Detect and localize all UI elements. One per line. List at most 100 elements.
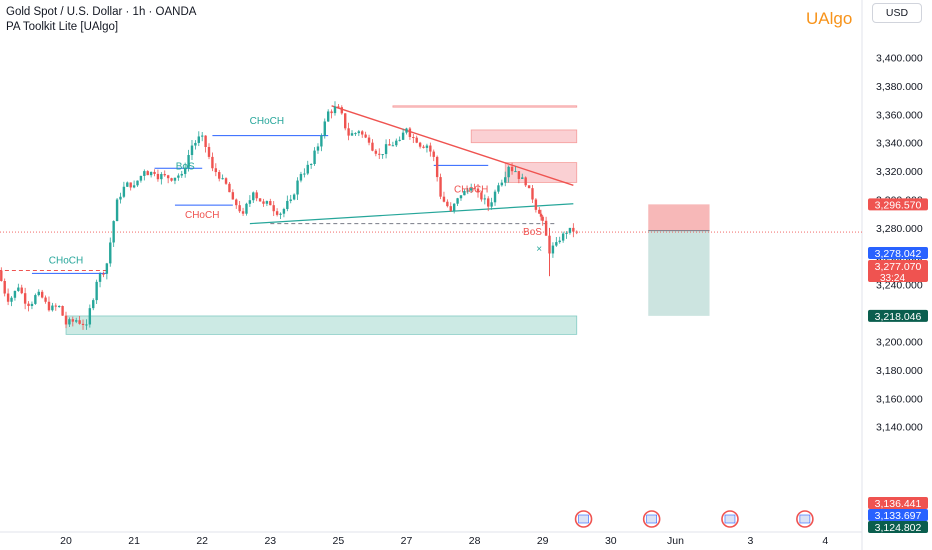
- event-flag-icon: [578, 514, 589, 524]
- candle: [480, 192, 483, 200]
- candle: [354, 133, 357, 135]
- candle: [551, 245, 555, 254]
- candle: [415, 137, 418, 143]
- price-label: 3,278.042: [875, 248, 922, 260]
- currency-button[interactable]: USD: [872, 3, 922, 23]
- candle: [347, 128, 350, 136]
- candle: [534, 199, 538, 210]
- candle: [459, 195, 463, 199]
- x-tick-label: 23: [264, 535, 276, 547]
- candle: [149, 171, 153, 176]
- price-label-bg: [868, 260, 928, 282]
- candle: [456, 198, 459, 204]
- candle: [13, 290, 17, 298]
- y-tick-label: 3,160.000: [876, 393, 923, 405]
- candle: [71, 319, 75, 322]
- candle: [163, 174, 166, 176]
- candle: [6, 293, 10, 302]
- candle: [75, 320, 78, 322]
- liquidity-marker: ×: [536, 244, 542, 255]
- candle: [340, 107, 344, 114]
- candle: [572, 227, 575, 232]
- event-flag-icon: [799, 514, 811, 524]
- candle: [555, 242, 558, 246]
- candle: [517, 171, 521, 179]
- candle: [64, 315, 68, 325]
- candle: [115, 199, 119, 222]
- candle: [3, 280, 6, 294]
- candle: [425, 145, 429, 148]
- y-tick-label: 3,140.000: [876, 422, 923, 434]
- candle: [418, 142, 422, 147]
- candle: [275, 211, 279, 215]
- structure-label: CHoCH: [454, 184, 488, 195]
- zone-supply: [392, 105, 578, 108]
- indicator-title: PA Toolkit Lite [UAlgo]: [6, 21, 119, 33]
- candle: [235, 199, 238, 206]
- candle: [442, 196, 446, 202]
- candle: [119, 196, 122, 200]
- candle: [109, 242, 112, 264]
- candle: [398, 139, 401, 141]
- x-tick-label: 21: [128, 535, 140, 547]
- candle: [292, 194, 296, 200]
- candle: [231, 192, 235, 200]
- position-stop-area: [648, 204, 710, 231]
- candle: [446, 201, 449, 207]
- price-label: 3,136.441: [875, 498, 922, 510]
- candle: [337, 106, 340, 108]
- candle: [265, 201, 269, 204]
- candle: [289, 199, 292, 201]
- candle: [384, 144, 388, 155]
- candle: [541, 216, 544, 221]
- candle: [54, 305, 57, 307]
- candle: [197, 136, 200, 143]
- candle: [309, 164, 313, 165]
- candle: [429, 145, 432, 152]
- candle: [10, 297, 13, 302]
- candle: [361, 131, 364, 135]
- x-tick-label: 4: [822, 535, 828, 547]
- price-label: 3,218.046: [875, 311, 922, 323]
- candle: [286, 200, 289, 210]
- price-label-bg: [868, 198, 928, 211]
- candle: [122, 186, 126, 197]
- candle: [61, 306, 64, 316]
- candle: [568, 227, 572, 233]
- candle: [132, 185, 136, 188]
- y-tick-label: 3,180.000: [876, 365, 923, 377]
- candle: [183, 167, 187, 174]
- candle: [510, 166, 514, 172]
- candle: [221, 178, 224, 180]
- candle: [388, 144, 391, 146]
- candle: [0, 270, 3, 281]
- candle: [245, 203, 248, 214]
- candle: [422, 146, 425, 148]
- candle: [126, 182, 129, 187]
- price-label-bg: [868, 309, 928, 322]
- candle: [350, 133, 354, 136]
- price-label: 3,133.697: [875, 510, 922, 522]
- candle: [395, 140, 398, 146]
- candle: [95, 281, 98, 301]
- candle: [279, 213, 282, 215]
- candle: [194, 142, 197, 146]
- candle: [139, 175, 143, 181]
- candle: [282, 209, 286, 214]
- candle: [98, 273, 102, 282]
- candle: [146, 171, 149, 176]
- resistance-trendline: [331, 105, 574, 186]
- price-label: 3,277.070: [875, 261, 922, 273]
- candle: [527, 185, 531, 189]
- candle: [371, 142, 374, 151]
- structure-label: CHoCH: [250, 116, 284, 127]
- candle: [51, 305, 54, 311]
- candle: [483, 198, 487, 200]
- candle: [17, 287, 20, 291]
- candle: [112, 221, 115, 243]
- candle: [228, 183, 231, 193]
- candle: [201, 135, 204, 137]
- candle: [272, 205, 275, 212]
- y-tick-label: 3,240.000: [876, 280, 923, 292]
